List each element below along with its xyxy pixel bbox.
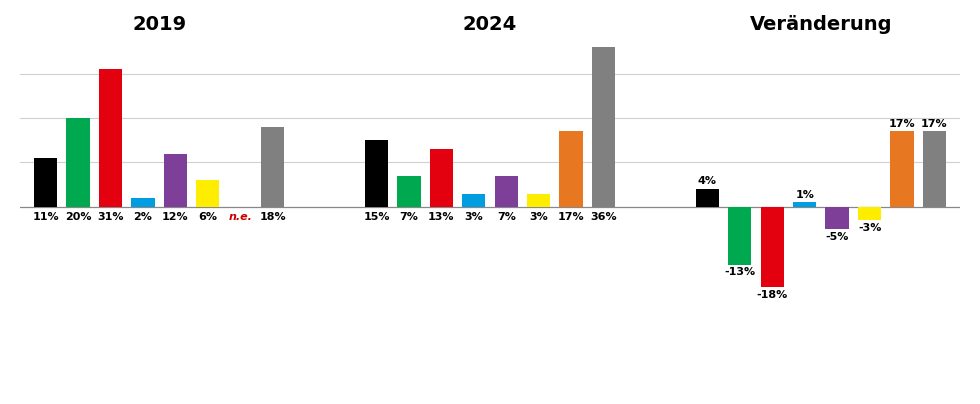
Text: 11%: 11%	[32, 212, 59, 222]
Text: 1%: 1%	[795, 190, 814, 200]
Bar	[696, 189, 719, 207]
Bar	[99, 69, 122, 207]
Bar	[34, 158, 57, 207]
Text: 31%: 31%	[97, 212, 123, 222]
Bar	[365, 140, 388, 207]
Text: n.e.: n.e.	[228, 212, 252, 222]
Text: 17%: 17%	[558, 212, 584, 222]
Bar	[592, 47, 615, 207]
Bar	[890, 131, 913, 207]
Text: 15%: 15%	[364, 212, 390, 222]
Bar	[463, 194, 485, 207]
Text: -3%: -3%	[858, 223, 881, 233]
Text: -5%: -5%	[825, 232, 849, 242]
Text: 4%: 4%	[698, 177, 716, 186]
Bar	[261, 127, 284, 207]
Text: 36%: 36%	[590, 212, 616, 222]
Text: 2024: 2024	[463, 15, 517, 34]
Text: 2%: 2%	[133, 212, 152, 222]
Text: 3%: 3%	[529, 212, 548, 222]
Text: 7%: 7%	[497, 212, 515, 222]
Bar	[825, 207, 849, 229]
Bar	[429, 149, 453, 207]
Bar	[131, 198, 155, 207]
Text: 3%: 3%	[465, 212, 483, 222]
Text: 13%: 13%	[428, 212, 455, 222]
Text: 12%: 12%	[162, 212, 188, 222]
Bar	[495, 176, 517, 207]
Text: 20%: 20%	[65, 212, 91, 222]
Text: -18%: -18%	[757, 290, 788, 299]
Bar	[728, 207, 752, 265]
Bar	[67, 118, 90, 207]
Text: 6%: 6%	[198, 212, 218, 222]
Bar	[397, 176, 420, 207]
Text: 17%: 17%	[889, 119, 915, 128]
Text: 18%: 18%	[260, 212, 286, 222]
Bar	[760, 207, 784, 287]
Bar	[196, 180, 220, 207]
Bar	[858, 207, 881, 220]
Bar	[560, 131, 583, 207]
Text: -13%: -13%	[724, 267, 756, 277]
Text: 17%: 17%	[921, 119, 948, 128]
Text: 7%: 7%	[400, 212, 418, 222]
Text: 2019: 2019	[132, 15, 186, 34]
Bar	[527, 194, 551, 207]
Bar	[793, 202, 816, 207]
Bar	[923, 131, 946, 207]
Bar	[164, 154, 187, 207]
Text: Veränderung: Veränderung	[750, 15, 892, 34]
